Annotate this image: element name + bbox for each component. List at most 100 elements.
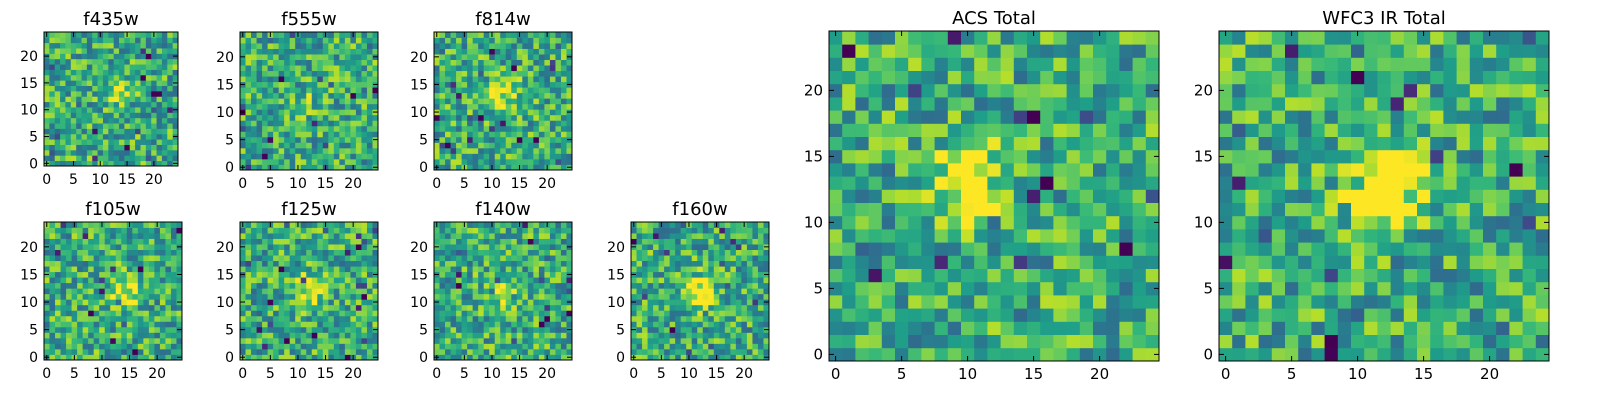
pixel [445, 348, 451, 355]
pixel [70, 96, 77, 103]
pixel [450, 164, 457, 171]
pixel [88, 227, 95, 234]
pixel [467, 142, 474, 149]
y-tick-label: 15 [216, 267, 234, 283]
pixel [289, 255, 296, 262]
pixel [311, 125, 318, 132]
pixel [49, 337, 56, 344]
pixel [478, 81, 485, 88]
pixel [161, 32, 168, 38]
pixel [549, 70, 556, 77]
pixel [724, 304, 731, 311]
pixel [49, 53, 56, 60]
panel-title: f555w [281, 9, 336, 30]
pixel [366, 81, 373, 88]
pixel [527, 315, 534, 322]
pixel [54, 85, 61, 92]
pixel [143, 227, 150, 234]
pixel [140, 37, 147, 44]
pixel [735, 288, 742, 295]
pixel [54, 160, 61, 167]
pixel [132, 304, 139, 311]
pixel [1040, 308, 1054, 322]
pixel [511, 310, 518, 317]
pixel [445, 249, 451, 256]
pixel [306, 222, 313, 228]
pixel [267, 81, 274, 88]
pixel [176, 304, 183, 311]
pixel [115, 299, 122, 306]
pixel [306, 293, 313, 300]
pixel [505, 249, 512, 256]
pixel [65, 144, 72, 151]
pixel [295, 348, 302, 355]
pixel [93, 288, 100, 295]
pixel [450, 48, 457, 55]
pixel [145, 37, 152, 44]
pixel [60, 32, 66, 38]
pixel [642, 277, 648, 284]
pixel [121, 326, 128, 333]
pixel [719, 354, 726, 361]
pixel [339, 233, 346, 239]
pixel [240, 48, 246, 55]
pixel [151, 117, 157, 124]
pixel [339, 43, 346, 49]
pixel [366, 98, 373, 105]
pixel [987, 149, 1001, 164]
pixel [691, 271, 698, 278]
pixel [533, 244, 540, 250]
pixel [895, 229, 909, 243]
pixel [511, 43, 518, 49]
x-tick-label: 10 [289, 366, 307, 382]
pixel [54, 117, 61, 124]
pixel [148, 255, 155, 262]
pixel [1106, 229, 1120, 243]
pixel [93, 343, 100, 350]
pixel [456, 59, 462, 66]
pixel [522, 321, 529, 328]
pixel [97, 53, 104, 60]
pixel [119, 117, 125, 124]
pixel [339, 277, 346, 284]
pixel [527, 103, 534, 110]
pixel [339, 158, 346, 165]
pixel [97, 144, 104, 151]
pixel [333, 326, 340, 333]
pixel [267, 332, 274, 339]
pixel [456, 48, 462, 55]
pixel [516, 337, 523, 344]
pixel [472, 109, 479, 116]
pixel [245, 147, 252, 154]
pixel [483, 48, 490, 55]
pixel [350, 343, 357, 350]
pixel [566, 310, 573, 317]
pixel [675, 227, 682, 234]
pixel [566, 48, 573, 55]
pixel [642, 222, 648, 228]
pixel [240, 321, 246, 328]
pixel [140, 101, 147, 108]
pixel [735, 343, 742, 350]
pixel [267, 227, 274, 234]
pixel [461, 343, 468, 350]
pixel [713, 326, 720, 333]
pixel [256, 114, 263, 121]
pixel [86, 64, 93, 70]
pixel [278, 233, 285, 239]
pixel [129, 42, 136, 49]
pixel [533, 233, 540, 239]
pixel [284, 293, 291, 300]
pixel [686, 282, 693, 289]
pixel [289, 238, 296, 245]
pixel [81, 74, 88, 81]
pixel [121, 249, 128, 256]
pixel [456, 70, 462, 77]
pixel [132, 293, 139, 300]
pixel [273, 255, 280, 262]
pixel [549, 332, 556, 339]
pixel [124, 112, 131, 119]
pixel [333, 293, 340, 300]
pixel [295, 238, 302, 245]
